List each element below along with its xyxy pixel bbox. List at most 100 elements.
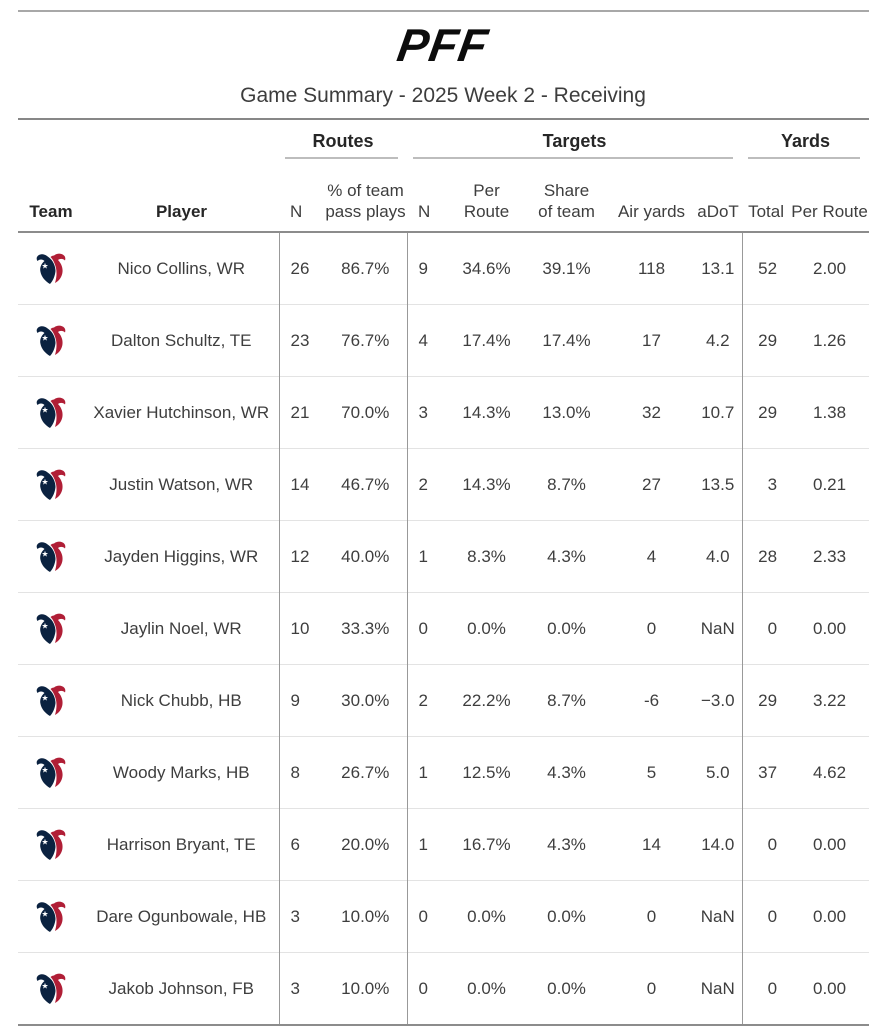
table-row: Harrison Bryant, TE 6 20.0% 1 16.7% 4.3% 14 14.… xyxy=(18,808,870,881)
cell-routes-n: 21 xyxy=(278,376,324,449)
cell-adot: 13.1 xyxy=(701,258,735,278)
cell-yards-total: 0 xyxy=(741,952,791,1025)
pff-logo: PFF xyxy=(393,19,493,71)
receiving-stats-table: Routes Targets Yards Team Player N % of … xyxy=(18,118,870,1026)
cell-targets-per-route: 34.6% xyxy=(462,258,511,278)
cell-routes-n: 8 xyxy=(278,736,324,809)
table-row: Nick Chubb, HB 9 30.0% 2 22.2% 8.7% -6 −3.0 29 3.… xyxy=(18,664,870,737)
bull-head-navy xyxy=(36,469,56,500)
bull-head-navy xyxy=(36,325,56,356)
star xyxy=(41,982,49,989)
cell-routes-pct: 40.0% xyxy=(324,520,408,593)
team-logo-cell xyxy=(18,376,84,449)
cell-target-share: 4.3% xyxy=(524,520,610,593)
cell-yards-total: 37 xyxy=(741,736,791,809)
cell-targets-n: 0 xyxy=(406,952,450,1025)
column-header-air-yards: Air yards xyxy=(617,202,686,221)
cell-adot: NaN xyxy=(694,880,743,953)
cell-target-share: 39.1% xyxy=(542,258,591,278)
bull-head-navy xyxy=(36,397,56,428)
cell-routes-n: 14 xyxy=(278,448,324,521)
column-header-player: Player xyxy=(155,202,208,221)
column-header-targets-n: N xyxy=(418,202,431,221)
bull-head-navy xyxy=(36,973,56,1004)
table-row: Xavier Hutchinson, WR 21 70.0% 3 14.3% 13.0% 3… xyxy=(18,376,870,449)
column-header-yards-per-route: Per Route xyxy=(791,202,868,221)
group-header-routes: Routes xyxy=(279,119,407,162)
cell-yards-per-route: 0.21 xyxy=(790,448,870,521)
cell-targets-per-route: 8.3% xyxy=(449,520,525,593)
cell-routes-pct: 30.0% xyxy=(324,664,408,737)
cell-targets-per-route: 0.0% xyxy=(449,592,525,665)
cell-yards-per-route: 0.00 xyxy=(790,592,870,665)
team-logo-cell xyxy=(18,808,84,881)
cell-adot: 5.0 xyxy=(694,736,743,809)
cell-target-share: 0.0% xyxy=(524,952,610,1025)
cell-air-yards: 14 xyxy=(609,808,695,881)
cell-adot: NaN xyxy=(694,592,743,665)
cell-routes-n: 26 xyxy=(278,232,324,305)
cell-yards-total: 0 xyxy=(741,880,791,953)
cell-air-yards: 4 xyxy=(609,520,695,593)
cell-routes-n: 3 xyxy=(278,880,324,953)
player-name-cell: Xavier Hutchinson, WR xyxy=(84,376,279,449)
cell-targets-n: 2 xyxy=(406,448,450,521)
houston-texans-logo-icon xyxy=(36,397,66,428)
player-name-cell: Jayden Higgins, WR xyxy=(84,520,279,593)
cell-target-share: 8.7% xyxy=(524,664,610,737)
column-header-routes-pct: % of team pass plays xyxy=(324,162,407,232)
cell-adot: 14.0 xyxy=(694,808,743,881)
cell-air-yards: 32 xyxy=(609,376,695,449)
bull-horn-red xyxy=(50,541,66,571)
table-row: Dalton Schultz, TE 23 76.7% 4 17.4% 17.4% 17 4.… xyxy=(18,304,870,377)
cell-targets-n: 3 xyxy=(406,376,450,449)
player-name-cell: Jakob Johnson, FB xyxy=(84,952,279,1025)
star xyxy=(41,766,49,773)
cell-target-share: 0.0% xyxy=(524,592,610,665)
share-line1: Share xyxy=(543,181,590,200)
bull-horn-red xyxy=(50,469,66,499)
bull-head-navy xyxy=(36,541,56,572)
cell-target-share: 4.3% xyxy=(524,808,610,881)
group-header-targets: Targets xyxy=(407,119,742,162)
team-logo-cell xyxy=(18,952,84,1025)
cell-adot: 10.7 xyxy=(694,376,743,449)
bull-horn-red xyxy=(50,397,66,427)
player-name-cell: Jaylin Noel, WR xyxy=(84,592,279,665)
bull-head-navy xyxy=(36,829,56,860)
cell-air-yards: 0 xyxy=(609,880,695,953)
column-header-routes-n: N xyxy=(290,202,303,221)
cell-yards-per-route: 0.00 xyxy=(790,952,870,1025)
cell-routes-n: 9 xyxy=(278,664,324,737)
houston-texans-logo-icon xyxy=(36,325,66,356)
cell-routes-pct: 86.7% xyxy=(341,258,390,278)
bull-horn-red xyxy=(50,829,66,859)
player-name-cell: Nick Chubb, HB xyxy=(84,664,279,737)
cell-routes-pct: 33.3% xyxy=(324,592,408,665)
houston-texans-logo-icon xyxy=(36,757,66,788)
bull-horn-red xyxy=(50,253,66,283)
cell-targets-n: 0 xyxy=(406,880,450,953)
cell-yards-per-route: 1.38 xyxy=(790,376,870,449)
cell-yards-total: 28 xyxy=(741,520,791,593)
star xyxy=(41,262,49,269)
cell-routes-pct: 10.0% xyxy=(324,952,408,1025)
houston-texans-logo-icon xyxy=(36,973,66,1004)
team-logo-cell xyxy=(18,520,84,593)
cell-routes-n: 6 xyxy=(278,808,324,881)
cell-yards-per-route: 2.00 xyxy=(812,258,847,278)
cell-routes-pct: 46.7% xyxy=(324,448,408,521)
table-header: Routes Targets Yards Team Player N % of … xyxy=(18,119,870,232)
team-logo-cell xyxy=(18,232,84,305)
table-row: Jakob Johnson, FB 3 10.0% 0 0.0% 0.0% 0 NaN 0 0.0… xyxy=(18,952,870,1025)
team-logo-cell xyxy=(18,304,84,377)
table-row: Dare Ogunbowale, HB 3 10.0% 0 0.0% 0.0% 0 NaN 0 0… xyxy=(18,880,870,953)
cell-yards-per-route: 3.22 xyxy=(790,664,870,737)
bull-horn-red xyxy=(50,685,66,715)
star xyxy=(41,622,49,629)
cell-routes-n: 23 xyxy=(278,304,324,377)
team-logo-cell xyxy=(18,880,84,953)
team-logo-cell xyxy=(18,592,84,665)
cell-targets-n: 9 xyxy=(406,232,450,305)
houston-texans-logo-icon xyxy=(36,829,66,860)
